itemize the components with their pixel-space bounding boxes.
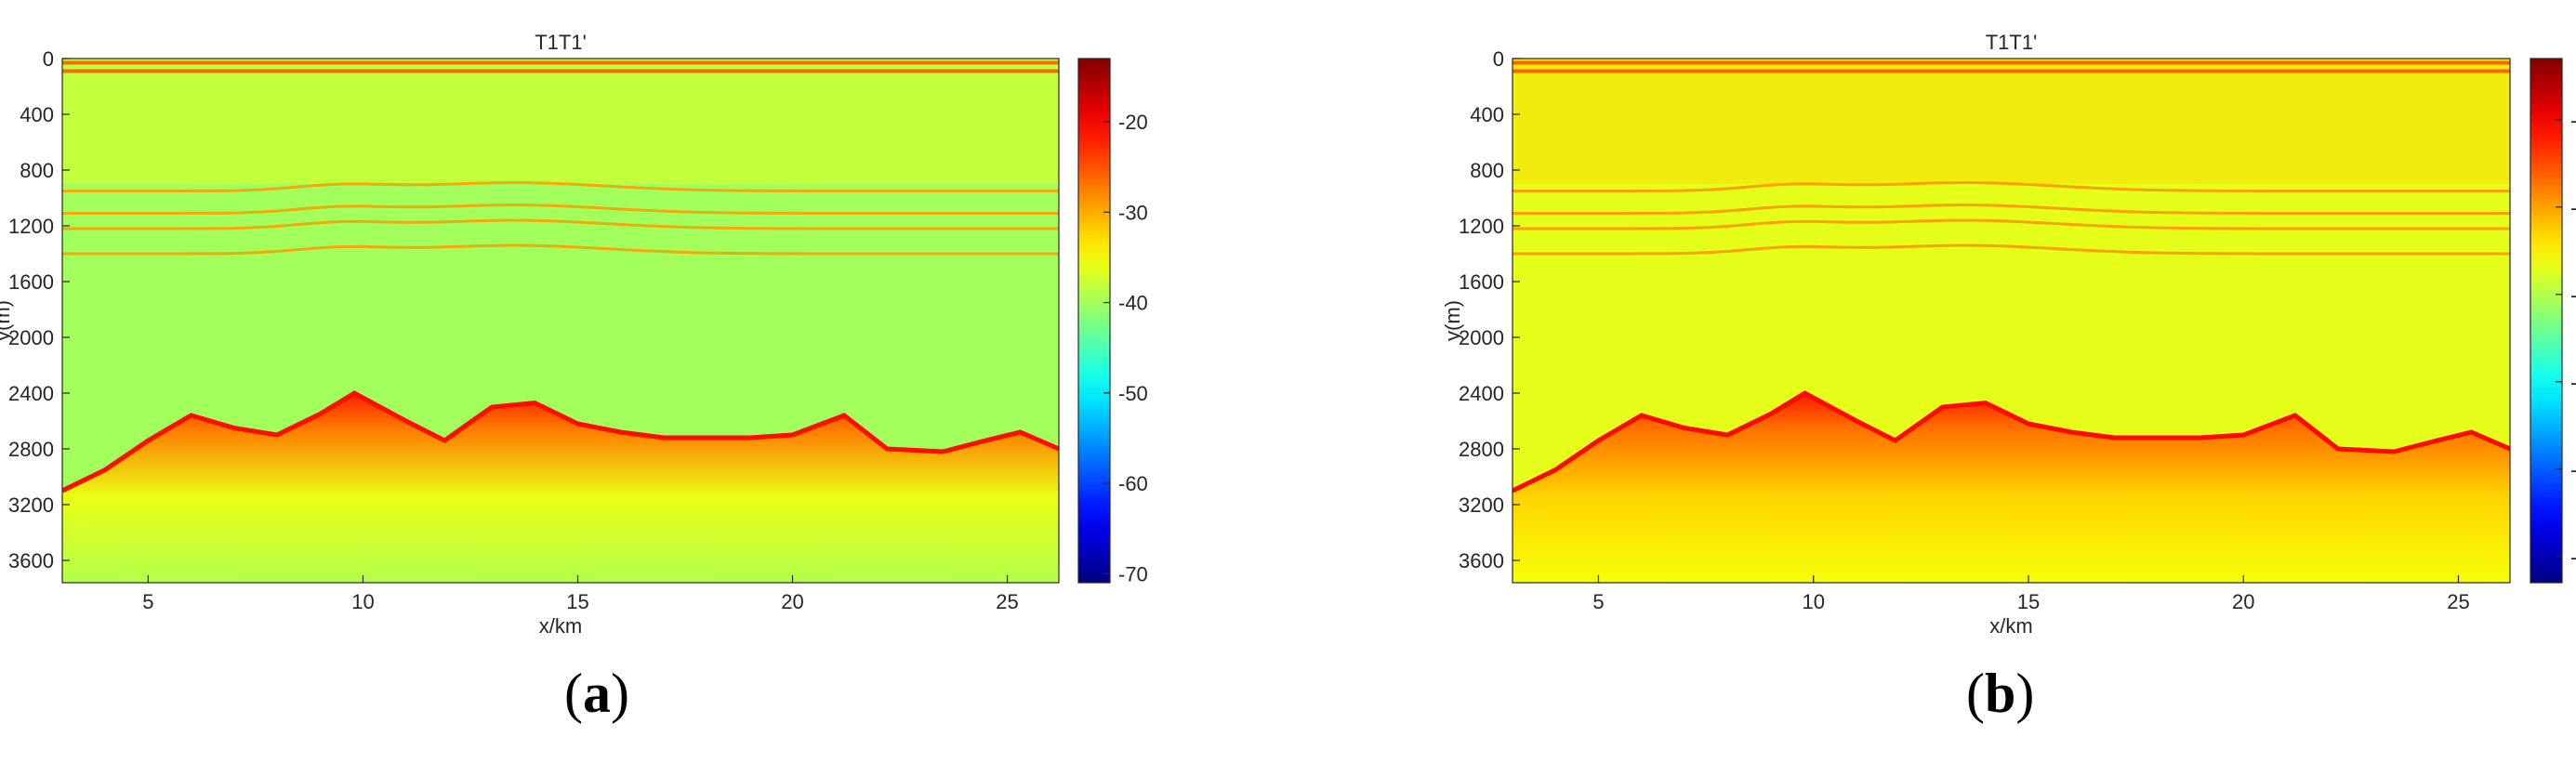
y-tick-label: 800 [20, 159, 54, 182]
reflector-line [62, 218, 1059, 230]
x-tick-label: 20 [781, 590, 803, 613]
reflector-line [1513, 218, 2510, 230]
y-tick-label: 1600 [8, 270, 54, 294]
y-tick-label: 3200 [8, 493, 54, 517]
colorbar [2530, 58, 2563, 584]
y-tick-label: 800 [1470, 159, 1504, 182]
colorbar-tick-label: -60 [1118, 472, 1148, 495]
chart-title: T1T1' [1986, 31, 2038, 54]
y-axis-label: y(m) [0, 300, 14, 341]
y-tick-label: 3600 [1459, 549, 1504, 572]
y-tick-label: 2000 [8, 326, 54, 349]
reflector-line [62, 243, 1059, 256]
colorbar-tick-label: -60 [2570, 458, 2576, 481]
x-tick-label: 20 [2232, 590, 2254, 613]
plot-frame [61, 58, 1060, 584]
y-tick-label: 2400 [1459, 382, 1504, 405]
panel-b: 5 10 15 20 25 0 400 800 1200 1600 2000 2400 2800 3200… [1288, 0, 2576, 776]
x-tick-label: 25 [996, 590, 1018, 613]
seabed-reflector [1513, 390, 2510, 493]
y-tick-label: 1600 [1459, 270, 1504, 294]
seabed-region [62, 393, 1059, 583]
heatmap-area [1513, 59, 2510, 583]
y-tick-label: 3200 [1459, 493, 1504, 517]
colorbar-tick-label: -20 [2570, 109, 2576, 132]
x-tick-label: 25 [2447, 590, 2469, 613]
y-tick-label: 2400 [8, 382, 54, 405]
reflector-line [1513, 243, 2510, 256]
y-axis-label: y(m) [1441, 300, 1464, 341]
reflector-line [62, 203, 1059, 215]
colorbar-tick-label: -50 [1118, 382, 1148, 405]
colorbar-tick-label: -70 [1118, 562, 1148, 585]
shallow-layer [1513, 59, 2510, 184]
reflector-line [1513, 203, 2510, 215]
y-tick-label: 400 [1470, 103, 1504, 126]
x-tick-label: 15 [566, 590, 588, 613]
colorbar-tick-label: -20 [1118, 111, 1148, 134]
y-tick-label: 1200 [8, 215, 54, 238]
panel-a: 5 10 15 20 25 0 400 800 1200 1600 2000 2400 2800 3200… [0, 31, 1148, 724]
colorbar-tick-label: -30 [2570, 196, 2576, 219]
y-tick-label: 400 [20, 103, 54, 126]
y-tick-label: 1200 [1459, 215, 1504, 238]
colorbar-tick-label: -30 [1118, 201, 1148, 224]
seabed-region [1513, 393, 2510, 583]
panel-label-a: (a) [564, 663, 629, 724]
reflector-line [1513, 180, 2510, 192]
chart-title: T1T1' [535, 31, 587, 54]
x-axis-label: x/km [1989, 614, 2032, 638]
x-tick-label: 10 [1803, 590, 1825, 613]
colorbar [1077, 58, 1111, 584]
x-tick-label: 10 [351, 590, 374, 613]
x-tick-label: 15 [2017, 590, 2040, 613]
y-tick-label: 0 [43, 47, 54, 71]
colorbar-tick-label: -70 [2570, 546, 2576, 569]
heatmap-chart-a: 5 10 15 20 25 0 400 800 1200 1600 2000 2400 2800 3200… [0, 31, 1148, 638]
y-tick-label: 2000 [1459, 326, 1504, 349]
colorbar-tick-label: -50 [2570, 371, 2576, 394]
reflector-line [62, 180, 1059, 192]
heatmap-area [62, 59, 1059, 583]
shallow-layer [62, 59, 1059, 184]
panel-label-b: (b) [1966, 663, 2035, 724]
plot-frame [1512, 58, 2511, 584]
x-tick-label: 5 [142, 590, 153, 613]
y-tick-label: 0 [1493, 47, 1504, 71]
colorbar-tick-label: -40 [1118, 292, 1148, 315]
heatmap-chart-b: 5 10 15 20 25 0 400 800 1200 1600 2000 2400 2800 3200… [1441, 31, 2576, 638]
y-tick-label: 2800 [8, 438, 54, 461]
seabed-reflector [62, 390, 1059, 493]
y-tick-label: 2800 [1459, 438, 1504, 461]
x-tick-label: 5 [1592, 590, 1604, 613]
y-tick-label: 3600 [8, 549, 54, 572]
colorbar-tick-label: -40 [2570, 283, 2576, 307]
x-axis-label: x/km [539, 614, 582, 638]
